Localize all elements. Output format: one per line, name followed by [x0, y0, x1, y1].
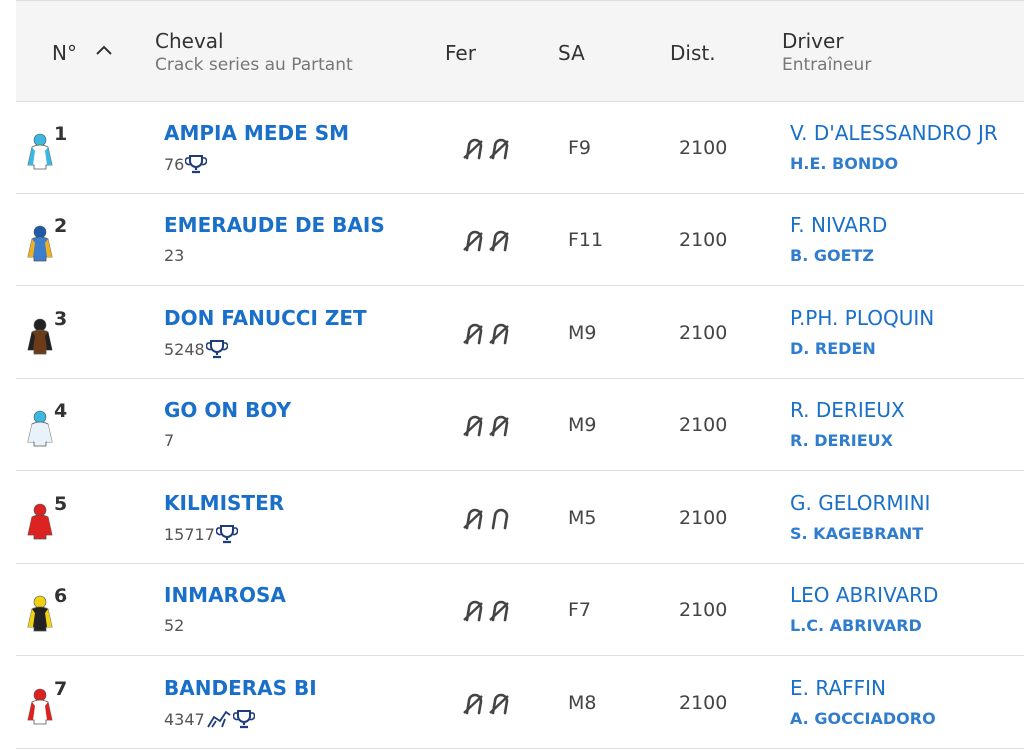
- horse-info: 52: [164, 616, 184, 635]
- horse-name[interactable]: EMERAUDE DE BAIS: [164, 213, 385, 237]
- trainer-name[interactable]: B. GOETZ: [790, 246, 875, 265]
- horse-career: 23: [164, 246, 185, 265]
- start-age: M5: [568, 507, 597, 529]
- horse-career: 5248: [164, 339, 205, 359]
- horse-career: 76: [164, 154, 185, 174]
- jockey-silk: [27, 225, 53, 262]
- horse-career: 15717: [164, 524, 215, 544]
- jockey-silk: [27, 133, 53, 170]
- runner-row[interactable]: 6 INMAROSA 52 F7 2100 LEO ABRIVARD L.C. …: [16, 563, 1024, 656]
- driver-name[interactable]: V. D'ALESSANDRO JR: [790, 121, 998, 145]
- driver-name[interactable]: R. DERIEUX: [790, 398, 905, 422]
- runner-row[interactable]: 2 EMERAUDE DE BAIS 23 F11 2100 F. NIVARD…: [16, 193, 1024, 286]
- horse-career: 52: [164, 616, 185, 635]
- horse-icon: [206, 710, 231, 728]
- horse-name[interactable]: AMPIA MEDE SM: [164, 121, 350, 145]
- distance: 2100: [679, 229, 728, 251]
- runner-row[interactable]: 3 DON FANUCCI ZET 5248 M9 2100 P.PH. PLO…: [16, 286, 1024, 379]
- header-driver: Driver: [782, 29, 844, 53]
- jockey-silk: [27, 503, 53, 540]
- distance: 2100: [679, 137, 728, 159]
- distance: 2100: [679, 507, 728, 529]
- driver-name[interactable]: E. RAFFIN: [790, 676, 886, 700]
- jockey-silk: [27, 318, 53, 355]
- horse-name[interactable]: KILMISTER: [164, 491, 285, 515]
- header-horse-sub: Crack series au Partant: [155, 55, 353, 75]
- horse-info: 76: [164, 154, 208, 174]
- runner-number: 6: [54, 585, 68, 607]
- shoeing-icons: [460, 228, 512, 254]
- shoeing-icons: [460, 691, 512, 717]
- distance: 2100: [679, 599, 728, 621]
- horse-career: 4347: [164, 709, 205, 729]
- start-age: M9: [568, 322, 597, 344]
- runner-row[interactable]: 5 KILMISTER 15717 M5 2100 G. GELORMINI S…: [16, 471, 1024, 564]
- sort-caret[interactable]: [94, 43, 114, 57]
- start-age: F11: [568, 229, 604, 251]
- trophy-icon: [215, 525, 238, 544]
- runner-number: 4: [54, 400, 68, 422]
- runner-row[interactable]: 1 AMPIA MEDE SM 76 F9 2100 V. D'ALESSAND…: [16, 101, 1024, 194]
- horse-info: 5248: [164, 339, 228, 359]
- horse-name[interactable]: INMAROSA: [164, 583, 286, 607]
- runner-number: 5: [54, 493, 68, 515]
- trainer-name[interactable]: H.E. BONDO: [790, 154, 899, 173]
- trainer-name[interactable]: S. KAGEBRANT: [790, 524, 924, 543]
- shoeing-icons: [460, 598, 512, 624]
- header-dist: Dist.: [670, 41, 716, 65]
- trainer-name[interactable]: A. GOCCIADORO: [790, 709, 936, 728]
- header-fer: Fer: [445, 41, 476, 65]
- horse-name[interactable]: DON FANUCCI ZET: [164, 306, 367, 330]
- table-header: N° Cheval Crack series au Partant Fer SA…: [16, 0, 1024, 102]
- horse-name[interactable]: BANDERAS BI: [164, 676, 317, 700]
- shoeing-icons: [460, 506, 512, 532]
- runner-number: 7: [54, 678, 68, 700]
- trophy-icon: [205, 340, 228, 359]
- header-horse: Cheval: [155, 29, 224, 53]
- trainer-name[interactable]: R. DERIEUX: [790, 431, 894, 450]
- jockey-silk: [27, 410, 53, 447]
- header-trainer: Entraîneur: [782, 55, 872, 75]
- driver-name[interactable]: G. GELORMINI: [790, 491, 931, 515]
- header-number[interactable]: N°: [52, 41, 77, 65]
- shoeing-icons: [460, 413, 512, 439]
- distance: 2100: [679, 414, 728, 436]
- runner-row[interactable]: 4 GO ON BOY 7 M9 2100 R. DERIEUX R. DERI…: [16, 378, 1024, 471]
- horse-info: 15717: [164, 524, 238, 544]
- driver-name[interactable]: P.PH. PLOQUIN: [790, 306, 935, 330]
- runner-number: 3: [54, 308, 68, 330]
- driver-name[interactable]: F. NIVARD: [790, 213, 888, 237]
- horse-name[interactable]: GO ON BOY: [164, 398, 292, 422]
- horse-career: 7: [164, 431, 175, 450]
- header-sa: SA: [558, 41, 585, 65]
- trainer-name[interactable]: D. REDEN: [790, 339, 876, 358]
- runner-row[interactable]: 7 BANDERAS BI 4347 M8 2100 E. RAFFIN A. …: [16, 656, 1024, 749]
- horse-info: 7: [164, 431, 174, 450]
- trophy-icon: [232, 710, 255, 729]
- distance: 2100: [679, 692, 728, 714]
- runner-number: 1: [54, 123, 68, 145]
- horse-info: 4347: [164, 709, 255, 729]
- trophy-icon: [185, 155, 208, 174]
- start-age: F9: [568, 137, 592, 159]
- horse-info: 23: [164, 246, 184, 265]
- distance: 2100: [679, 322, 728, 344]
- shoeing-icons: [460, 136, 512, 162]
- start-age: M9: [568, 414, 597, 436]
- jockey-silk: [27, 595, 53, 632]
- runner-number: 2: [54, 215, 68, 237]
- shoeing-icons: [460, 321, 512, 347]
- start-age: M8: [568, 692, 597, 714]
- trainer-name[interactable]: L.C. ABRIVARD: [790, 616, 922, 635]
- driver-name[interactable]: LEO ABRIVARD: [790, 583, 939, 607]
- jockey-silk: [27, 688, 53, 725]
- start-age: F7: [568, 599, 592, 621]
